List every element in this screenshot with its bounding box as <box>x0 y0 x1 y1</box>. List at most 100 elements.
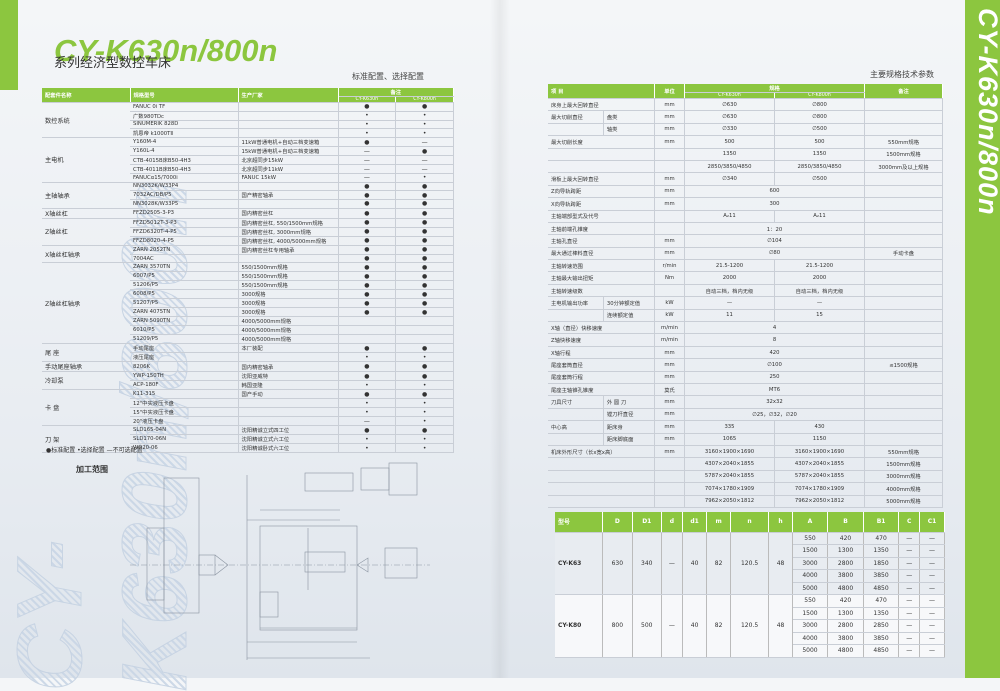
note <box>864 110 943 124</box>
maker: 国产手动 <box>238 389 339 400</box>
k800-mark: ● <box>395 236 454 246</box>
table-row: X轴丝杠 FFZD2505-3-P3 国内精密丝杠 ● ● <box>42 208 454 219</box>
table-row: 主轴转速范围 r/min 21.5-1200 21.5-1200 <box>548 259 943 273</box>
table-row: 尾 座手动尾座 本厂装配 ● ● <box>42 343 454 363</box>
item: 主轴端部型式及代号 <box>548 210 655 223</box>
maker: 沈阳亚威特 <box>238 371 339 382</box>
table-row: 51209/P5 4000/5000mm规格 <box>42 334 454 345</box>
k800-mark: ● <box>395 289 454 300</box>
dim-value: 5000 <box>792 644 829 658</box>
dim-value: — <box>919 544 945 558</box>
k630-mark: • <box>338 352 397 363</box>
table-row: 刀 架 SLD165-04N 沈阳精诚立式四工位 ● ● <box>42 425 454 454</box>
unit: mm <box>654 371 685 385</box>
unit: mm <box>654 197 685 211</box>
dim-value: 2800 <box>827 619 864 633</box>
maker <box>238 120 339 130</box>
table-row: Z轴丝杠轴承 ZARN 3570TN 550/1500mm规格 ● ● <box>42 262 454 345</box>
table-row: SINUMERIK 828D • • <box>42 120 454 130</box>
note: 1500mm规格 <box>864 457 943 471</box>
table-row: 51207/P5 3000规格 ● ● <box>42 298 454 309</box>
col-c: C <box>898 512 921 533</box>
dim-value: 48 <box>768 594 793 658</box>
k800-mark: • <box>395 443 454 454</box>
table-row: FFZD8020-4-P5 国内精密丝杠, 4000/5000mm规格 ● ● <box>42 236 454 246</box>
value-k630: 5787×2040×1855 <box>684 470 775 484</box>
table-row: 机床外形尺寸（长x宽x高） mm 3160×1900×1690 3160×1900×1… <box>548 445 943 459</box>
value-k630: 335 <box>684 420 775 434</box>
part-name: 卡 盘 <box>42 389 130 427</box>
dim-value: 4800 <box>827 582 864 595</box>
table-row: 1500 1300 1350— — <box>555 544 945 558</box>
col-a: A <box>792 512 829 533</box>
page-spine <box>490 0 510 678</box>
right-accent-strip <box>965 0 1000 678</box>
value-k630: 500 <box>684 135 775 149</box>
dim-value: 2850 <box>863 619 900 633</box>
dim-value: 4850 <box>863 582 900 595</box>
dim-value: 420 <box>827 532 864 545</box>
part-name: X轴丝杠 <box>42 208 130 219</box>
table-row: 5000 4800 4850— — <box>555 644 945 658</box>
value-both: 1：20 <box>684 222 865 236</box>
k800-mark: ● <box>395 227 454 237</box>
model: 7004AC <box>130 254 239 264</box>
note <box>864 371 943 385</box>
col-k630: CY-K630n <box>338 96 397 103</box>
item: 主电机输出功率 <box>548 296 604 310</box>
dim-value: 40 <box>682 532 708 595</box>
value-k800: 7074×1780×1909 <box>774 482 865 496</box>
model: WD20-06 <box>130 443 239 454</box>
config-legend: ●标准配置 •选择配置 —不可选配置 <box>46 447 143 454</box>
unit: mm <box>654 135 685 149</box>
model: 51206/P5 <box>130 280 239 291</box>
k630-mark: • <box>338 380 397 391</box>
item: 主轴孔直径 <box>548 234 655 248</box>
table-row: 6010/P5 4000/5000mm规格 <box>42 325 454 336</box>
maker <box>238 102 339 112</box>
unit: mm <box>654 395 685 409</box>
maker: 本厂装配 <box>238 343 339 354</box>
table-row: 20"液压卡盘 — • <box>42 416 454 427</box>
table-row: 6008/P5 3000规格 ● ● <box>42 289 454 300</box>
value-k800: 4307×2040×1855 <box>774 457 865 471</box>
col-item: 项 目 <box>548 84 655 99</box>
value-k630: ∅340 <box>684 172 775 186</box>
k630-mark: — <box>338 146 397 157</box>
item: X轴行程 <box>548 346 655 360</box>
model: CTB-4015B床B50-4H3 <box>130 155 239 166</box>
maker: 550/1500mm规格 <box>238 262 339 273</box>
k630-mark: ● <box>338 389 397 400</box>
model: SLD170-06N <box>130 434 239 445</box>
note <box>864 234 943 248</box>
item: 主轴转速级数 <box>548 284 655 298</box>
unit: mm <box>654 172 685 186</box>
model: 6008/P5 <box>130 289 239 300</box>
page-subtitle: 系列经济型数控车床 <box>54 56 172 71</box>
model: ZARN 2052TN <box>130 245 239 255</box>
model-group: CY-K80 800 500—40 82 120.5 48 550 420 470— —1500 1… <box>555 594 945 658</box>
table-row: CY-K63 630 340—40 82 120.5 48 550 420 470— — <box>555 532 945 595</box>
item: Z向导轨跨距 <box>548 185 655 199</box>
table-row: 6007/P5 550/1500mm规格 ● ● <box>42 271 454 282</box>
note: 4000mm规格 <box>864 482 943 496</box>
value-k630: 3160×1900×1690 <box>684 445 775 459</box>
sub-item: 镗刀杆直径 <box>603 408 656 422</box>
unit: m/min <box>654 333 685 347</box>
value-k800: 500 <box>774 135 865 149</box>
table-row: CTB-4011B床B50-4H3 北京超同步11kW — — <box>42 164 454 175</box>
note <box>864 395 943 409</box>
note: 3000mm及以上规格 <box>864 160 943 174</box>
dim-value: 120.5 <box>730 594 770 658</box>
k630-mark: ● <box>338 361 397 373</box>
item: X向导轨跨距 <box>548 197 655 211</box>
unit: kW <box>654 296 685 310</box>
col-b1: B1 <box>863 512 900 533</box>
dim-value: 340 <box>632 532 663 595</box>
table-row: 轴类 mm ∅330 ∅500 <box>548 123 943 137</box>
table-row: 主轴最大输出扭矩 Nm 2000 2000 <box>548 271 943 285</box>
k800-mark: ● <box>395 271 454 282</box>
unit <box>654 148 685 161</box>
k800-mark <box>395 325 454 336</box>
k630-mark: • <box>338 434 397 445</box>
